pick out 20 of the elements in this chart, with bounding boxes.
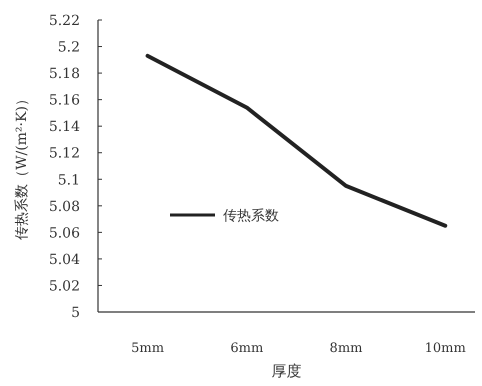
- y-tick-label: 5.14: [48, 119, 80, 136]
- x-tick-label: 8mm: [330, 341, 362, 356]
- y-tick-label: 5.06: [48, 225, 80, 242]
- x-tick-label: 10mm: [424, 341, 466, 356]
- y-tick-label: 5.22: [48, 13, 80, 29]
- y-tick-label: 5.1: [58, 172, 80, 188]
- legend-label: 传热系数: [223, 208, 279, 224]
- y-tick-label: 5.08: [48, 198, 80, 215]
- y-tick-label: 5: [71, 305, 80, 321]
- y-tick-label: 5.04: [48, 252, 80, 268]
- x-axis-title: 厚度: [272, 362, 302, 380]
- y-tick-label: 5.18: [48, 66, 80, 82]
- y-tick-label: 5.12: [48, 146, 80, 162]
- x-tick-label: 6mm: [230, 341, 264, 356]
- y-tick-label: 5.2: [58, 40, 80, 56]
- y-axis-title: 传热系数（W/(m²·K)）: [14, 92, 30, 240]
- x-tick-label: 5mm: [131, 341, 164, 356]
- y-tick-label: 5.16: [48, 92, 80, 109]
- line-series: [146, 54, 448, 228]
- y-tick-label: 5.02: [48, 278, 80, 294]
